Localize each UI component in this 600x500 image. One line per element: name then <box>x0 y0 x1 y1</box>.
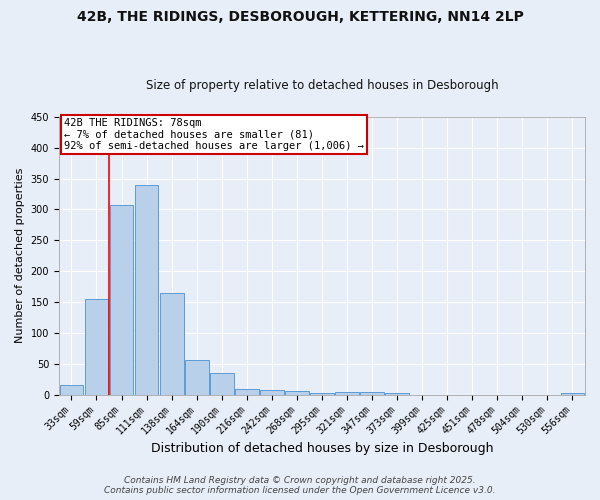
Bar <box>235 388 259 394</box>
Text: 42B, THE RIDINGS, DESBOROUGH, KETTERING, NN14 2LP: 42B, THE RIDINGS, DESBOROUGH, KETTERING,… <box>77 10 523 24</box>
Bar <box>85 299 109 394</box>
Bar <box>560 393 584 394</box>
Title: Size of property relative to detached houses in Desborough: Size of property relative to detached ho… <box>146 79 498 92</box>
Bar <box>260 390 284 394</box>
Y-axis label: Number of detached properties: Number of detached properties <box>15 168 25 344</box>
Bar <box>335 392 359 394</box>
Text: 42B THE RIDINGS: 78sqm
← 7% of detached houses are smaller (81)
92% of semi-deta: 42B THE RIDINGS: 78sqm ← 7% of detached … <box>64 118 364 152</box>
Bar <box>360 392 384 394</box>
Bar <box>134 184 158 394</box>
Text: Contains HM Land Registry data © Crown copyright and database right 2025.
Contai: Contains HM Land Registry data © Crown c… <box>104 476 496 495</box>
Bar <box>285 391 309 394</box>
Bar <box>210 373 233 394</box>
Bar <box>160 293 184 394</box>
Bar <box>310 393 334 394</box>
Bar <box>59 386 83 394</box>
Bar <box>110 205 133 394</box>
Bar <box>185 360 209 394</box>
X-axis label: Distribution of detached houses by size in Desborough: Distribution of detached houses by size … <box>151 442 493 455</box>
